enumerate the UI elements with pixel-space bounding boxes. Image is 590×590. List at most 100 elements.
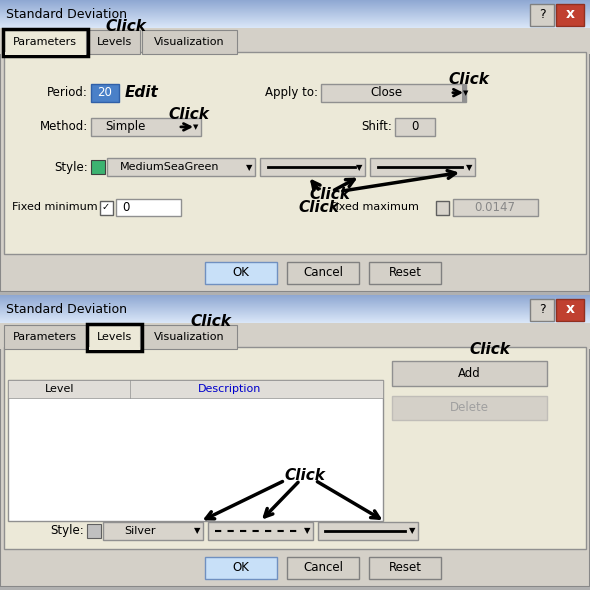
Bar [287, 557, 359, 579]
Text: 0: 0 [122, 201, 129, 214]
Bar [91, 84, 119, 101]
Bar [0, 16, 590, 17]
Bar [321, 84, 466, 101]
Bar [100, 201, 113, 215]
Bar [0, 298, 590, 299]
Text: ▼: ▼ [246, 163, 253, 172]
Text: MediumSeaGreen: MediumSeaGreen [120, 162, 219, 172]
Bar [0, 305, 590, 306]
Text: ▼: ▼ [304, 526, 310, 535]
Bar [0, 5, 590, 6]
Bar [0, 302, 590, 303]
Bar [91, 118, 201, 136]
Bar [260, 158, 365, 176]
Text: Level: Level [45, 384, 75, 394]
Text: x: x [565, 7, 575, 21]
Bar [0, 322, 590, 323]
Bar [0, 316, 590, 317]
Bar [287, 262, 359, 284]
Text: Style:: Style: [54, 160, 88, 173]
Text: Simple: Simple [105, 120, 145, 133]
Bar [0, 301, 590, 302]
Text: Click: Click [284, 468, 326, 483]
Bar [530, 4, 554, 26]
Bar [0, 22, 590, 23]
Bar [0, 317, 590, 318]
Bar [0, 2, 590, 3]
Bar [0, 318, 590, 319]
Text: Fixed minimum: Fixed minimum [12, 202, 98, 212]
Text: Close: Close [370, 86, 402, 99]
Bar [0, 312, 590, 313]
Bar [0, 10, 590, 11]
Bar [0, 21, 590, 22]
Bar [0, 14, 590, 15]
Text: Cancel: Cancel [303, 562, 343, 575]
Bar [556, 299, 584, 321]
Bar [0, 307, 590, 308]
Text: Fixed maximum: Fixed maximum [330, 202, 419, 212]
Text: 0.0147: 0.0147 [474, 201, 516, 214]
Bar [0, 309, 590, 310]
Bar [0, 306, 590, 307]
Bar [0, 313, 590, 314]
Bar [392, 362, 547, 386]
Text: Click: Click [448, 71, 489, 87]
Text: ✓: ✓ [102, 202, 110, 212]
Text: Reset: Reset [388, 267, 421, 280]
Text: ▼: ▼ [193, 124, 198, 130]
Text: Edit: Edit [125, 85, 159, 100]
Text: Add: Add [458, 367, 480, 380]
Bar [370, 158, 475, 176]
Bar [0, 6, 590, 7]
Text: Click: Click [168, 107, 209, 122]
Bar [88, 30, 140, 54]
Bar [0, 20, 590, 21]
Text: OK: OK [232, 267, 250, 280]
Bar [116, 199, 181, 215]
Bar [0, 297, 590, 298]
Bar [208, 522, 313, 540]
Bar [0, 304, 590, 305]
Bar [8, 379, 383, 398]
Bar [436, 201, 449, 215]
Bar [87, 523, 101, 537]
Bar [0, 24, 590, 25]
Bar [0, 17, 590, 18]
Bar [88, 348, 139, 350]
Text: Silver: Silver [124, 526, 156, 536]
Bar [107, 158, 255, 176]
Bar [392, 396, 547, 420]
Bar [0, 9, 590, 10]
Bar [205, 262, 277, 284]
Text: x: x [565, 302, 575, 316]
Bar [0, 319, 590, 320]
Bar [0, 308, 590, 309]
Bar [0, 18, 590, 19]
Text: Standard Deviation: Standard Deviation [6, 8, 127, 21]
Bar [0, 4, 590, 5]
Text: ▼: ▼ [466, 163, 472, 172]
Bar [8, 379, 383, 520]
Bar [205, 557, 277, 579]
Bar [0, 303, 590, 304]
Bar [88, 325, 140, 349]
Text: Click: Click [190, 314, 231, 329]
Text: Visualization: Visualization [154, 37, 225, 47]
Bar [0, 13, 590, 14]
Bar [4, 325, 86, 349]
Bar [318, 522, 418, 540]
Bar [2, 29, 87, 56]
Text: Delete: Delete [450, 401, 489, 414]
Text: Click: Click [310, 187, 350, 202]
Text: OK: OK [232, 562, 250, 575]
Text: Style:: Style: [50, 524, 84, 537]
Bar [0, 11, 590, 12]
Text: Apply to:: Apply to: [265, 86, 318, 99]
Text: ▼: ▼ [409, 526, 415, 535]
Bar [142, 325, 237, 349]
Bar [103, 522, 203, 540]
Text: Description: Description [198, 384, 262, 394]
Bar [0, 320, 590, 321]
Text: ▼: ▼ [194, 526, 200, 535]
